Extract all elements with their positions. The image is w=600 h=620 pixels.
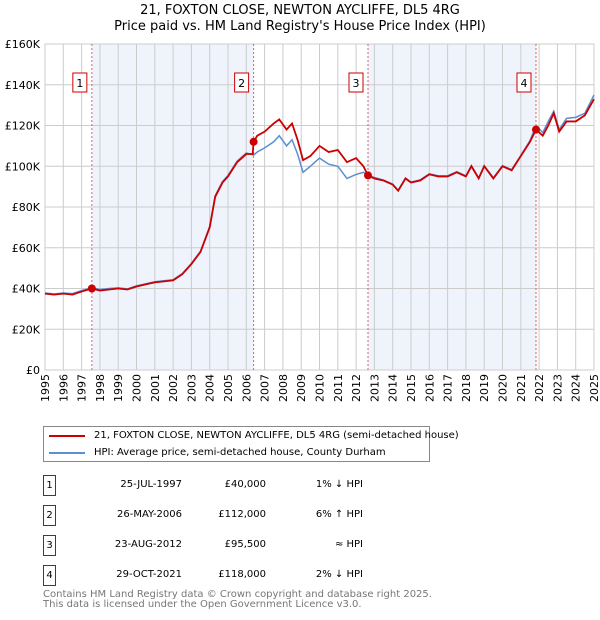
y-tick-label: £140K bbox=[5, 79, 41, 92]
sale-point bbox=[531, 125, 540, 134]
footer: Contains HM Land Registry data © Crown c… bbox=[43, 590, 432, 610]
sale-marker-label: 2 bbox=[234, 72, 250, 93]
y-tick-label: £160K bbox=[5, 38, 41, 51]
sale-marker-box bbox=[72, 72, 88, 93]
x-tick-label: 2010 bbox=[314, 374, 327, 402]
y-tick-label: £100K bbox=[5, 160, 41, 173]
x-tick-label: 2011 bbox=[332, 374, 345, 402]
sale-point bbox=[87, 284, 96, 293]
x-tick-label: 2016 bbox=[423, 374, 436, 402]
x-tick-label: 2022 bbox=[533, 374, 546, 402]
x-tick-label: 2004 bbox=[204, 374, 217, 402]
sale-date: 25-JUL-1997 bbox=[120, 479, 182, 490]
x-tick-label: 2001 bbox=[149, 374, 162, 402]
y-tick-label: £40K bbox=[12, 283, 41, 296]
x-tick-label: 2017 bbox=[442, 374, 455, 402]
sale-marker-label: 1 bbox=[72, 72, 88, 93]
sale-date: 26-MAY-2006 bbox=[116, 509, 182, 520]
price-chart: £0 £20K £40K £60K £80K £100K £120K £140K £160K 19… bbox=[5, 38, 600, 402]
legend-label-hpi: HPI: Average price, semi-detached house,… bbox=[94, 447, 386, 458]
sale-marker-label: 3 bbox=[348, 72, 364, 93]
sale-point bbox=[363, 171, 372, 180]
x-tick-label: 2014 bbox=[387, 374, 400, 402]
legend: 21, FOXTON CLOSE, NEWTON AYCLIFFE, DL5 4… bbox=[43, 426, 459, 462]
x-tick-label: 2023 bbox=[551, 374, 564, 402]
y-tick-label: £120K bbox=[5, 120, 41, 133]
sale-number-badge: 4 bbox=[43, 565, 56, 586]
sale-marker-number: 3 bbox=[352, 77, 359, 90]
x-tick-label: 2002 bbox=[167, 374, 180, 402]
sale-marker-number: 2 bbox=[238, 77, 245, 90]
x-tick-label: 2025 bbox=[588, 374, 600, 402]
legend-item-property: 21, FOXTON CLOSE, NEWTON AYCLIFFE, DL5 4… bbox=[49, 430, 459, 441]
sale-price: £112,000 bbox=[218, 509, 266, 520]
legend-label-property: 21, FOXTON CLOSE, NEWTON AYCLIFFE, DL5 4… bbox=[94, 430, 459, 441]
x-tick-label: 1999 bbox=[112, 374, 125, 402]
x-tick-label: 2003 bbox=[185, 374, 198, 402]
x-tick-label: 2018 bbox=[460, 374, 473, 402]
x-tick-label: 1997 bbox=[76, 374, 89, 402]
sale-row: 4 29-OCT-2021 £118,000 2% ↓ HPI bbox=[43, 565, 373, 586]
sale-row: 1 25-JUL-1997 £40,000 1% ↓ HPI bbox=[43, 475, 373, 496]
sale-date: 29-OCT-2021 bbox=[116, 569, 182, 580]
x-tick-label: 2006 bbox=[240, 374, 253, 402]
sale-hpi-comparison: ≈ HPI bbox=[334, 539, 363, 550]
sale-marker-box bbox=[348, 72, 364, 93]
x-tick-label: 2008 bbox=[277, 374, 290, 402]
x-tick-label: 2009 bbox=[295, 374, 308, 402]
title-line-1: 21, FOXTON CLOSE, NEWTON AYCLIFFE, DL5 4… bbox=[140, 3, 460, 18]
x-tick-label: 2020 bbox=[497, 374, 510, 402]
y-tick-label: £0 bbox=[26, 364, 40, 377]
sale-price: £118,000 bbox=[218, 569, 266, 580]
sale-number-badge: 2 bbox=[43, 505, 56, 526]
sale-marker-box bbox=[516, 72, 532, 93]
footer-line-1: Contains HM Land Registry data © Crown c… bbox=[43, 589, 432, 600]
legend-swatch-hpi bbox=[49, 451, 85, 454]
x-tick-label: 2021 bbox=[515, 374, 528, 402]
y-tick-label: £20K bbox=[12, 323, 41, 336]
x-tick-label: 2000 bbox=[131, 374, 144, 402]
sale-hpi-comparison: 1% ↓ HPI bbox=[315, 479, 363, 490]
sale-date: 23-AUG-2012 bbox=[114, 539, 182, 550]
title-line-2: Price paid vs. HM Land Registry's House … bbox=[114, 19, 486, 34]
sale-marker-number: 1 bbox=[76, 77, 83, 90]
legend-swatch-property bbox=[49, 434, 85, 437]
sale-marker-label: 4 bbox=[516, 72, 532, 93]
sale-number-badge: 1 bbox=[43, 475, 56, 496]
y-tick-label: £60K bbox=[12, 242, 41, 255]
x-tick-label: 2005 bbox=[222, 374, 235, 402]
x-tick-label: 2024 bbox=[570, 374, 583, 402]
x-tick-label: 2019 bbox=[478, 374, 491, 402]
x-tick-label: 2015 bbox=[405, 374, 418, 402]
sale-price: £40,000 bbox=[224, 479, 266, 490]
sale-price: £95,500 bbox=[224, 539, 266, 550]
property-price-line bbox=[44, 98, 595, 296]
x-tick-label: 2013 bbox=[368, 374, 381, 402]
sale-row: 3 23-AUG-2012 £95,500 ≈ HPI bbox=[43, 535, 373, 556]
x-tick-label: 2012 bbox=[350, 374, 363, 402]
sale-point bbox=[249, 137, 258, 146]
sale-hpi-comparison: 2% ↓ HPI bbox=[315, 569, 363, 580]
x-tick-label: 1996 bbox=[57, 374, 70, 402]
x-tick-label: 1998 bbox=[94, 374, 107, 402]
chart-title: 21, FOXTON CLOSE, NEWTON AYCLIFFE, DL5 4… bbox=[0, 3, 600, 35]
legend-item-hpi: HPI: Average price, semi-detached house,… bbox=[49, 447, 386, 458]
sale-row: 2 26-MAY-2006 £112,000 6% ↑ HPI bbox=[43, 505, 373, 526]
plot-border bbox=[44, 43, 595, 371]
x-tick-label: 2007 bbox=[259, 374, 272, 402]
sale-number-badge: 3 bbox=[43, 535, 56, 556]
sale-hpi-comparison: 6% ↑ HPI bbox=[315, 509, 363, 520]
y-tick-label: £80K bbox=[12, 201, 41, 214]
footer-line-2: This data is licensed under the Open Gov… bbox=[43, 599, 362, 610]
sale-marker-box bbox=[234, 72, 250, 93]
sale-marker-number: 4 bbox=[520, 77, 527, 90]
x-tick-label: 1995 bbox=[39, 374, 52, 402]
